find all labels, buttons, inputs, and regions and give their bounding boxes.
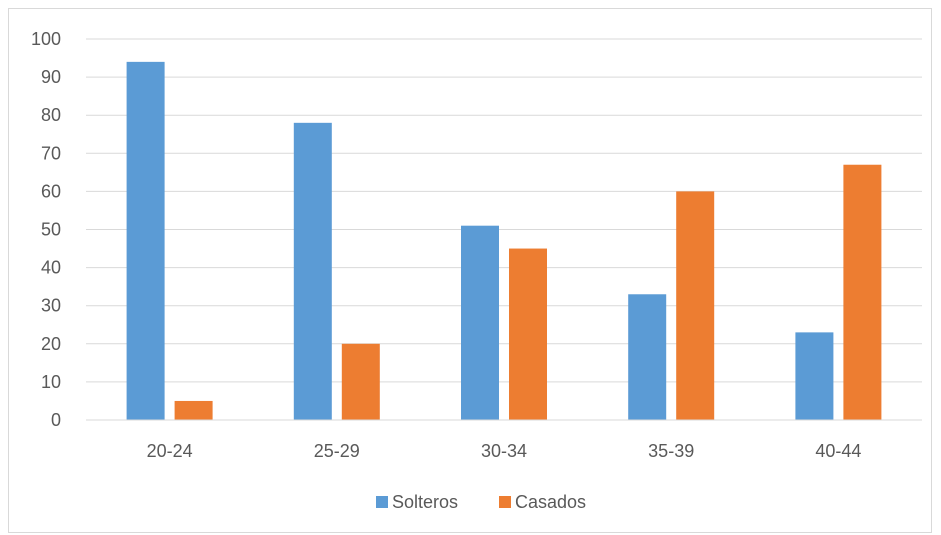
bar-casados-40-44 (843, 164, 882, 420)
bars (126, 61, 882, 421)
y-tick-label: 20 (41, 334, 61, 354)
grid-lines (86, 38, 922, 383)
y-tick-label: 80 (41, 105, 61, 125)
x-axis-ticks: 20-24 25-29 30-34 35-39 40-44 (147, 441, 862, 461)
bar-casados-30-34 (509, 248, 547, 420)
bar-solteros-40-44 (795, 332, 834, 420)
x-tick-label: 20-24 (147, 441, 193, 461)
x-tick-label: 40-44 (815, 441, 861, 461)
y-tick-label: 10 (41, 372, 61, 392)
legend-swatch-casados (499, 496, 511, 508)
bar-solteros-20-24 (126, 61, 165, 421)
legend-label-casados: Casados (515, 492, 586, 512)
y-tick-label: 90 (41, 67, 61, 87)
legend-label-solteros: Solteros (392, 492, 458, 512)
y-tick-label: 30 (41, 296, 61, 316)
y-tick-label: 0 (51, 410, 61, 430)
y-axis-ticks: 0 10 20 30 40 50 60 70 80 90 100 (31, 29, 61, 430)
bar-casados-20-24 (174, 400, 213, 420)
bar-solteros-35-39 (628, 294, 667, 420)
y-tick-label: 60 (41, 181, 61, 201)
y-tick-label: 100 (31, 29, 61, 49)
y-tick-label: 70 (41, 143, 61, 163)
legend: Solteros Casados (376, 492, 586, 512)
y-tick-label: 50 (41, 220, 61, 240)
y-tick-label: 40 (41, 258, 61, 278)
bar-solteros-30-34 (461, 225, 499, 420)
x-tick-label: 25-29 (314, 441, 360, 461)
legend-swatch-solteros (376, 496, 388, 508)
bar-casados-25-29 (341, 343, 380, 420)
x-tick-label: 30-34 (481, 441, 527, 461)
bar-solteros-25-29 (293, 122, 332, 420)
x-tick-label: 35-39 (648, 441, 694, 461)
bar-casados-35-39 (676, 191, 715, 420)
